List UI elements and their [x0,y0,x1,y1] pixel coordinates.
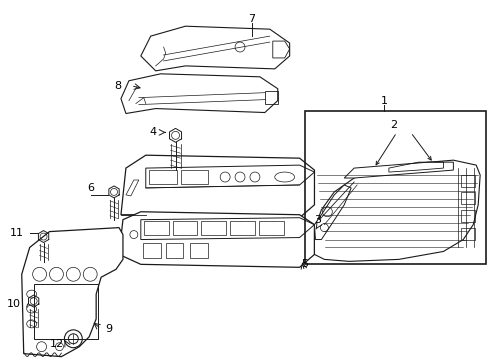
Text: 5: 5 [301,259,308,269]
Text: 10: 10 [7,299,21,309]
Bar [191,243,208,258]
Text: 12: 12 [49,339,64,349]
Bar [143,243,161,258]
Bar [461,210,475,222]
Text: 3: 3 [314,215,321,225]
Bar [144,221,169,235]
Text: 4: 4 [149,127,156,138]
Bar [305,111,486,264]
Polygon shape [121,155,315,218]
Bar [149,170,176,184]
Text: 2: 2 [390,121,397,130]
Bar [230,221,255,235]
Bar [461,192,475,204]
Bar [34,284,98,339]
Text: 1: 1 [380,96,388,105]
Polygon shape [315,160,480,261]
Text: 8: 8 [115,81,122,91]
Bar [461,175,475,187]
Text: 6: 6 [88,183,95,193]
Bar [172,221,197,235]
Polygon shape [315,185,351,239]
Bar [259,221,284,235]
Text: 11: 11 [10,228,24,238]
Polygon shape [22,228,123,357]
Bar [461,228,475,239]
Bar [166,243,183,258]
Bar [201,221,226,235]
Bar [180,170,208,184]
Text: 9: 9 [105,324,113,334]
Polygon shape [344,162,453,178]
Text: 7: 7 [248,14,255,24]
Polygon shape [119,212,315,267]
